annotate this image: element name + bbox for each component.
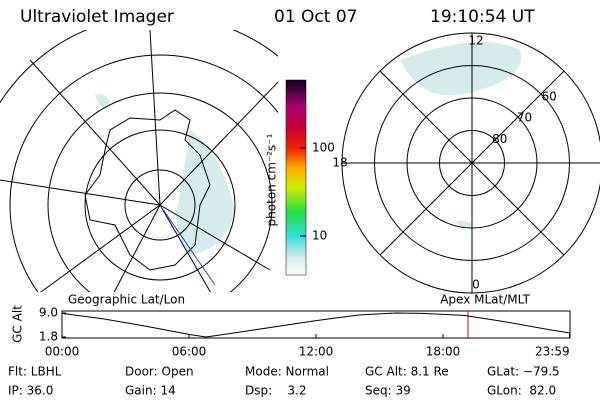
- x-tick-label: 00:00: [45, 345, 80, 359]
- status-field: Seq: 39: [365, 384, 411, 398]
- mlt-label: 18: [332, 156, 347, 170]
- status-field: GLat: −79.5: [487, 365, 560, 379]
- polar-ring-label: 80: [492, 132, 507, 146]
- polar-ring: [374, 65, 570, 261]
- colorbar: [285, 79, 307, 276]
- altitude-curve: [61, 312, 571, 338]
- status-field: GLon: 82.0: [487, 384, 556, 398]
- mlt-label: 0: [472, 278, 480, 292]
- x-tick-label: 23:59: [535, 345, 570, 359]
- left-title: Geographic Lat/Lon: [68, 293, 185, 307]
- mlt-label: 12: [468, 34, 483, 48]
- status-field: Mode: Normal: [245, 365, 329, 379]
- x-tick-label: 06:00: [172, 345, 207, 359]
- time: 19:10:54 UT: [430, 7, 535, 27]
- polar-grid: [400, 42, 522, 228]
- x-tick-label: 18:00: [426, 345, 461, 359]
- y-axis-label: GC Alt: [11, 305, 25, 343]
- y-tick-label: 1.8: [39, 330, 58, 344]
- status-field: Dsp: 3.2: [245, 384, 307, 398]
- polar-ring-label: 60: [542, 90, 557, 104]
- polar-ring: [439, 130, 505, 196]
- status-field: Door: Open: [125, 365, 194, 379]
- colorbar-tick-label: 100: [312, 140, 335, 154]
- right-title: Apex MLat/MLT: [440, 293, 530, 307]
- y-tick-label: 9.0: [39, 306, 58, 320]
- title: Ultraviolet Imager: [20, 7, 174, 27]
- colorbar-label: photon cm⁻²s⁻¹: [265, 133, 279, 226]
- polar-ring-label: 70: [517, 111, 532, 125]
- status-field: GC Alt: 8.1 Re: [365, 365, 449, 379]
- status-field: Flt: LBHL: [8, 365, 62, 379]
- geographic-map: [0, 30, 278, 292]
- colorbar-tick-label: 10: [312, 228, 327, 242]
- x-tick-label: 12:00: [299, 345, 334, 359]
- date: 01 Oct 07: [274, 7, 357, 27]
- polar-ring: [406, 97, 538, 229]
- status-field: IP: 36.0: [8, 384, 53, 398]
- status-field: Gain: 14: [125, 384, 176, 398]
